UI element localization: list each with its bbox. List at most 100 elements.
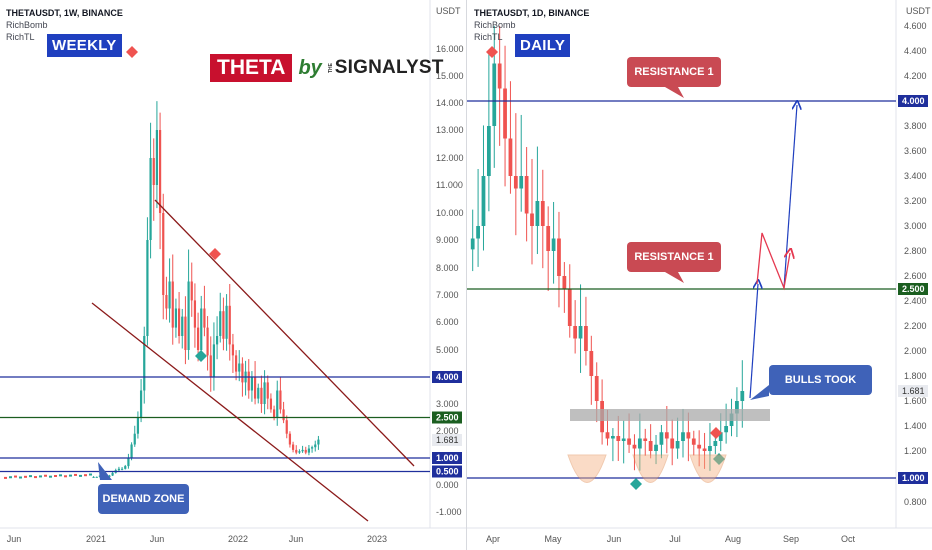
weekly-candle-body <box>143 336 146 391</box>
daily-candle-body <box>637 438 642 449</box>
daily-rounding-bottom <box>689 454 727 483</box>
weekly-candle-body <box>44 474 47 477</box>
daily-candle-body <box>627 438 631 445</box>
logo-the: THE <box>327 63 334 73</box>
weekly-candle-body <box>301 449 304 452</box>
weekly-candle-body <box>193 300 197 328</box>
weekly-indicator-1[interactable]: RichBomb <box>6 20 48 30</box>
daily-candle-body <box>594 376 599 401</box>
daily-sell-marker <box>486 46 498 58</box>
weekly-candle-body <box>181 316 184 336</box>
weekly-candle-body <box>234 355 238 372</box>
daily-candle-body <box>724 426 729 433</box>
daily-x-tick: Jun <box>607 534 622 544</box>
daily-candle-body <box>470 238 475 250</box>
weekly-candle-body <box>228 305 231 345</box>
weekly-y-tick: 8.000 <box>436 263 459 273</box>
weekly-candle-body <box>168 281 171 309</box>
daily-candle-body <box>589 351 594 376</box>
weekly-candle-body <box>117 468 121 471</box>
daily-candle-body <box>675 441 680 449</box>
weekly-y-tick: -1.000 <box>436 507 462 517</box>
weekly-y-tick: 13.000 <box>436 125 464 135</box>
daily-level-tag <box>898 472 928 484</box>
daily-last-price: 1.681 <box>902 386 925 396</box>
daily-rounding-bottom <box>632 454 669 483</box>
weekly-sell-marker <box>126 46 138 58</box>
weekly-candle-body <box>54 475 57 478</box>
weekly-candle-body <box>108 475 111 477</box>
daily-y-tick: 0.800 <box>904 497 927 507</box>
daily-candle-body <box>735 401 739 414</box>
panel-divider[interactable] <box>466 0 467 550</box>
daily-candle-body <box>691 438 696 445</box>
daily-candle-body <box>702 448 707 451</box>
daily-y-tick: 1.200 <box>904 446 927 456</box>
bulls-took-over-label: BULLS TOOK OVER <box>784 374 857 416</box>
weekly-candle-body <box>257 387 260 399</box>
daily-candle-body <box>584 326 588 351</box>
weekly-candle-body <box>253 377 257 399</box>
weekly-candle-body <box>59 474 62 477</box>
daily-candle-body <box>611 436 615 439</box>
weekly-candle-body <box>295 449 298 453</box>
weekly-y-tick: 12.000 <box>436 153 464 163</box>
weekly-candle-body <box>215 336 219 345</box>
daily-candle-body <box>486 126 491 176</box>
daily-legend: THETAUSDT, 1D, BINANCE RichBomb RichTL <box>474 7 589 43</box>
weekly-candle-body <box>136 417 140 434</box>
weekly-x-tick: Jun <box>7 534 22 544</box>
weekly-candle-body <box>288 433 292 445</box>
daily-y-tick: 3.800 <box>904 121 927 131</box>
daily-candle-body <box>508 138 513 176</box>
daily-candle-body <box>718 432 723 441</box>
daily-y-tick: 1.600 <box>904 396 927 406</box>
daily-candle-body <box>530 213 534 226</box>
daily-candle-body <box>503 88 507 139</box>
daily-candle-body <box>540 201 545 226</box>
daily-candle-body <box>497 63 502 89</box>
daily-price-axis <box>896 0 932 528</box>
weekly-candle-body <box>165 295 168 309</box>
weekly-candle-body <box>69 474 72 477</box>
daily-sell-marker <box>710 427 722 439</box>
weekly-y-tick: 2.000 <box>436 426 459 436</box>
daily-indicator-2[interactable]: RichTL <box>474 32 503 42</box>
weekly-candle-body <box>200 308 203 350</box>
daily-candle-body <box>573 326 578 339</box>
logo-signalyst: SIGNALYST <box>334 57 444 78</box>
daily-y-tick: 1.400 <box>904 421 927 431</box>
daily-candle-body <box>648 441 653 451</box>
bulls-pointer <box>750 385 769 400</box>
weekly-candle-body <box>269 398 273 410</box>
daily-candle-body <box>621 438 626 441</box>
daily-x-tick: Apr <box>486 534 500 544</box>
daily-candle-body <box>578 326 583 339</box>
weekly-candle-body <box>250 377 254 391</box>
weekly-symbol-line[interactable]: THETAUSDT, 1W, BINANCE <box>6 8 123 18</box>
weekly-indicator-2[interactable]: RichTL <box>6 32 35 42</box>
daily-arrow-to-2500 <box>749 284 758 399</box>
weekly-candle-body <box>127 458 130 467</box>
weekly-level-label: 4.000 <box>436 372 459 382</box>
weekly-candle-body <box>317 439 320 445</box>
weekly-y-tick: 0.000 <box>436 480 459 490</box>
daily-x-tick: Aug <box>725 534 741 544</box>
daily-candle-body <box>664 432 669 439</box>
daily-candle-body <box>632 444 637 449</box>
weekly-candle-body <box>212 344 216 377</box>
daily-buy-marker <box>630 478 642 490</box>
daily-indicator-1[interactable]: RichBomb <box>474 20 516 30</box>
daily-candle-body <box>524 176 529 214</box>
daily-symbol-line[interactable]: THETAUSDT, 1D, BINANCE <box>474 8 590 18</box>
daily-y-tick: 2.400 <box>904 296 927 306</box>
weekly-candle-body <box>14 475 17 478</box>
weekly-candle-body <box>124 466 127 469</box>
weekly-y-tick: 6.000 <box>436 317 459 327</box>
daily-candle-body <box>551 238 556 251</box>
weekly-level-tag <box>432 452 462 464</box>
weekly-candle-body <box>152 158 155 185</box>
resistance-top-label: RESISTANCE 1 <box>634 66 714 78</box>
daily-level-label: 1.000 <box>902 473 925 483</box>
daily-candle-body <box>616 436 621 441</box>
